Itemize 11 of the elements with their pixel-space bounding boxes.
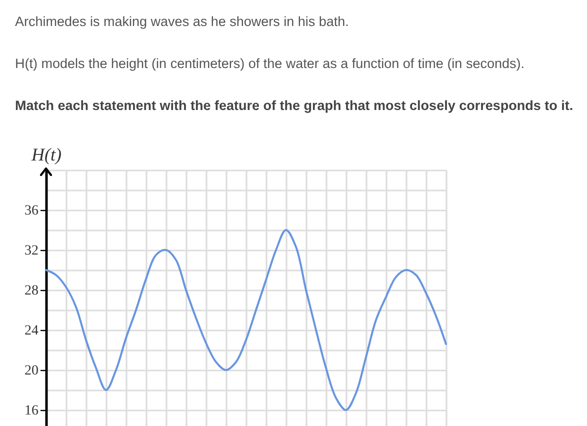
y-tick-label: 32 [24,244,38,258]
y-axis-title: H(t) [30,144,62,164]
y-tick-label: 24 [24,324,38,338]
text: Match each statement with the feature of the graph that most closely corresponds to it. [15,98,574,113]
y-tick-label: 20 [24,364,38,378]
chart-subtitle: H(t) models the height (in centimeters) of the water as a function of time (in seconds). [15,56,524,71]
line-series [45,229,447,411]
chart-title: Archimedes is making waves as he showers in his bath. [15,14,349,29]
y-tick-label: 28 [24,284,38,298]
y-tick-label: 36 [24,204,38,218]
y-tick-label: 16 [24,404,38,418]
